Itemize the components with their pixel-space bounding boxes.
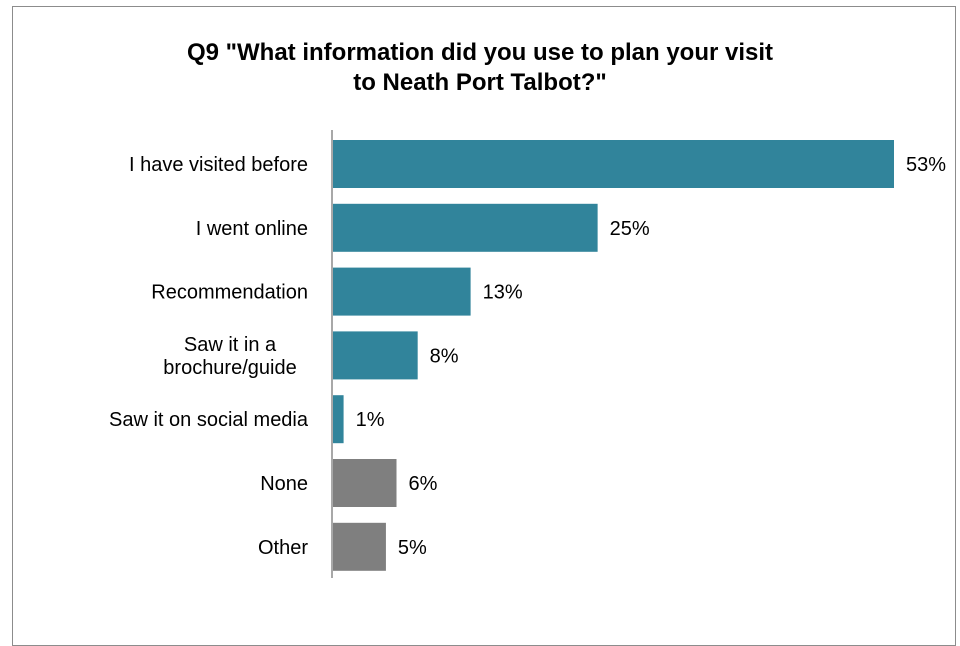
bar bbox=[333, 331, 418, 380]
category-label-line: None bbox=[260, 473, 308, 495]
category-label-line: Saw it in a bbox=[184, 334, 277, 356]
bar bbox=[333, 203, 598, 252]
value-label: 1% bbox=[356, 409, 385, 431]
value-label: 8% bbox=[430, 345, 459, 367]
bar bbox=[333, 267, 471, 316]
value-label: 5% bbox=[398, 537, 427, 559]
value-label: 13% bbox=[483, 282, 523, 304]
value-label: 6% bbox=[409, 473, 438, 495]
category-label: Other bbox=[258, 537, 308, 559]
bar bbox=[333, 522, 386, 571]
category-label-line: Other bbox=[258, 537, 308, 559]
category-label-line: brochure/guide bbox=[163, 357, 296, 379]
category-label: Saw it on social media bbox=[109, 409, 309, 431]
value-label: 25% bbox=[610, 218, 650, 240]
value-label: 53% bbox=[906, 154, 946, 176]
category-label-line: I went online bbox=[196, 218, 308, 240]
bar-chart-plot: 53% I have visited before 25% I went online… bbox=[109, 130, 946, 578]
category-label: I went online bbox=[196, 218, 308, 240]
chart-title: Q9 "What information did you use to plan… bbox=[0, 38, 960, 98]
category-label-line: Recommendation bbox=[151, 282, 308, 304]
chart-title-line-1: Q9 "What information did you use to plan… bbox=[186, 39, 774, 66]
chart-frame bbox=[12, 6, 956, 646]
chart-title-line-2: to Neath Port Talbot?" bbox=[353, 69, 607, 96]
category-label-line: Saw it on social media bbox=[109, 409, 309, 431]
category-label: I have visited before bbox=[129, 154, 308, 176]
category-label: None bbox=[260, 473, 308, 495]
category-label: Saw it in a brochure/guide bbox=[163, 334, 296, 379]
bar bbox=[333, 140, 894, 188]
bar bbox=[333, 459, 397, 507]
category-label: Recommendation bbox=[151, 282, 308, 304]
bar bbox=[333, 395, 344, 444]
category-label-line: I have visited before bbox=[129, 154, 308, 176]
